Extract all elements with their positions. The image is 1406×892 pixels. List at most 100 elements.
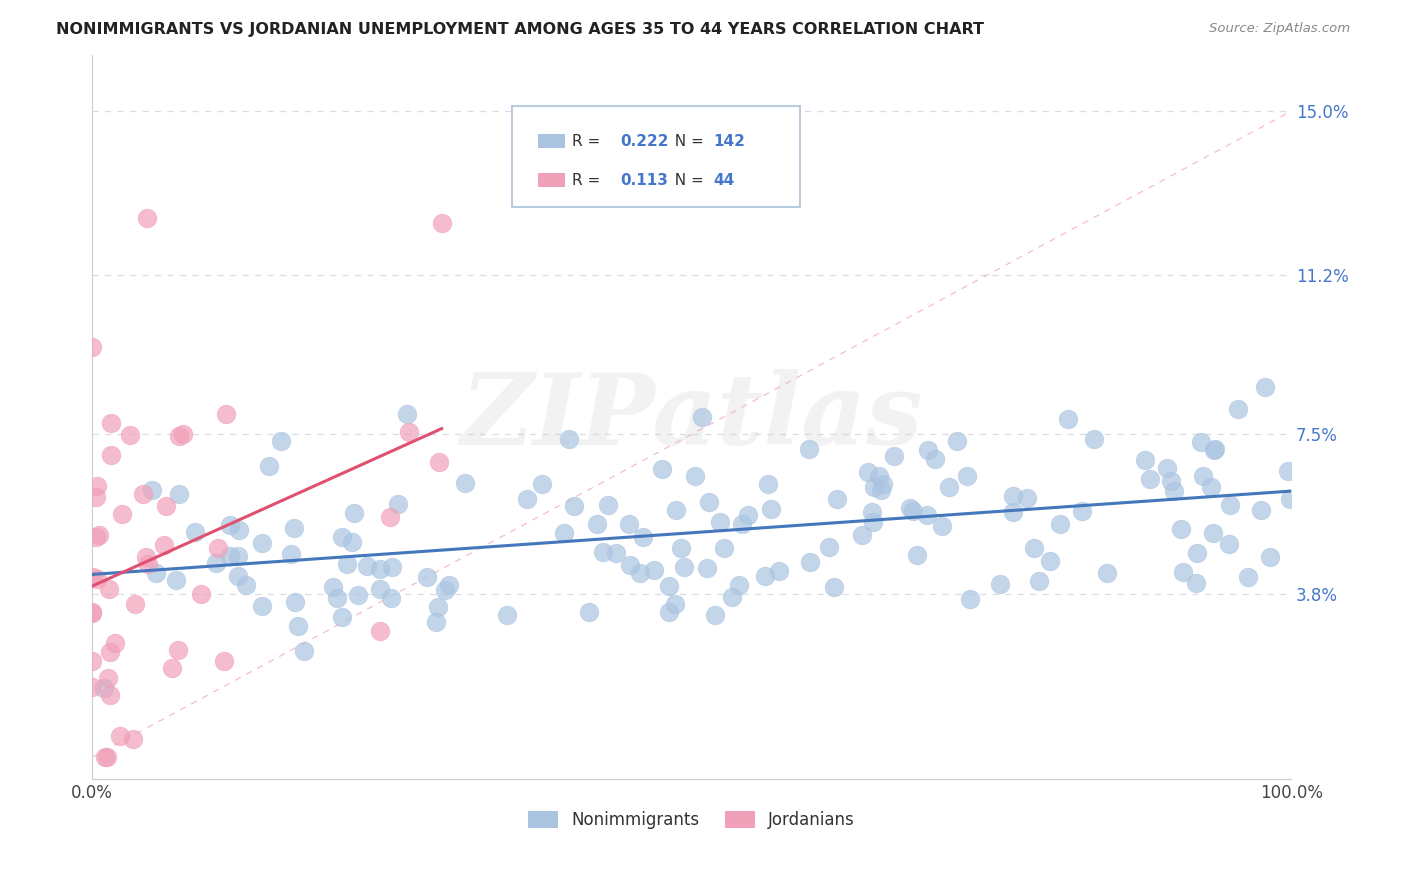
Point <box>346 588 368 602</box>
Point <box>96 750 118 764</box>
Point <box>427 599 450 614</box>
Point <box>235 578 257 592</box>
Point <box>938 480 960 494</box>
Point <box>901 504 924 518</box>
Point <box>818 540 841 554</box>
Point <box>136 557 159 571</box>
Point <box>868 468 890 483</box>
Point <box>184 524 207 539</box>
Point <box>167 643 190 657</box>
Point <box>578 605 600 619</box>
Point <box>167 428 190 442</box>
Point <box>658 605 681 619</box>
Point <box>704 608 727 623</box>
Point <box>82 606 104 620</box>
Point <box>434 583 457 598</box>
Point <box>257 459 280 474</box>
Point <box>1171 565 1194 579</box>
Point <box>709 515 731 529</box>
Point <box>883 449 905 463</box>
Point <box>905 548 928 562</box>
Point <box>84 490 107 504</box>
Point <box>368 624 391 638</box>
Point <box>754 569 776 583</box>
Point <box>696 560 718 574</box>
Point <box>1039 554 1062 568</box>
Point <box>343 506 366 520</box>
Point <box>692 410 714 425</box>
Point <box>82 570 104 584</box>
Point <box>93 681 115 695</box>
Point <box>98 689 121 703</box>
Point <box>330 610 353 624</box>
Point <box>1160 474 1182 488</box>
Point <box>643 563 665 577</box>
Point <box>863 480 886 494</box>
Point <box>1219 498 1241 512</box>
Text: R =: R = <box>572 173 605 188</box>
Point <box>378 510 401 524</box>
Point <box>516 491 538 506</box>
Point <box>86 573 108 587</box>
Point <box>946 434 969 449</box>
Point <box>111 507 134 521</box>
Point <box>1236 570 1258 584</box>
Point <box>398 425 420 440</box>
Point <box>380 591 402 605</box>
Point <box>100 416 122 430</box>
Point <box>437 578 460 592</box>
Point <box>165 573 187 587</box>
Point <box>697 495 720 509</box>
Point <box>872 477 894 491</box>
Point <box>1254 380 1277 394</box>
Point <box>336 558 359 572</box>
Point <box>1135 452 1157 467</box>
Point <box>664 597 686 611</box>
Point <box>959 591 981 606</box>
Point <box>1218 537 1240 551</box>
Point <box>1184 576 1206 591</box>
Legend: Nonimmigrants, Jordanians: Nonimmigrants, Jordanians <box>522 805 862 836</box>
Point <box>292 643 315 657</box>
Point <box>658 579 681 593</box>
Point <box>283 521 305 535</box>
Point <box>799 556 821 570</box>
Point <box>214 654 236 668</box>
Point <box>1001 489 1024 503</box>
Point <box>219 549 242 563</box>
Point <box>756 477 779 491</box>
Point <box>270 434 292 449</box>
Point <box>228 523 250 537</box>
Point <box>553 525 575 540</box>
Point <box>858 465 880 479</box>
Point <box>988 577 1011 591</box>
Point <box>381 560 404 574</box>
FancyBboxPatch shape <box>512 106 800 207</box>
Point <box>1202 443 1225 458</box>
Point <box>430 216 453 230</box>
Point <box>82 681 104 695</box>
Point <box>1227 402 1250 417</box>
Point <box>172 426 194 441</box>
Point <box>368 582 391 597</box>
Point <box>727 578 749 592</box>
Point <box>368 562 391 576</box>
Point <box>685 469 707 483</box>
Point <box>207 541 229 555</box>
Text: 0.113: 0.113 <box>620 173 668 188</box>
Point <box>665 502 688 516</box>
Point <box>651 461 673 475</box>
Point <box>160 661 183 675</box>
Text: N =: N = <box>665 134 709 149</box>
Point <box>1083 432 1105 446</box>
Point <box>250 536 273 550</box>
Point <box>585 517 607 532</box>
Point <box>108 730 131 744</box>
Text: N =: N = <box>665 173 709 188</box>
Point <box>86 478 108 492</box>
Point <box>1189 434 1212 449</box>
Point <box>1202 526 1225 541</box>
Text: ZIPatlas: ZIPatlas <box>461 368 922 466</box>
Point <box>617 516 640 531</box>
Point <box>1156 461 1178 475</box>
